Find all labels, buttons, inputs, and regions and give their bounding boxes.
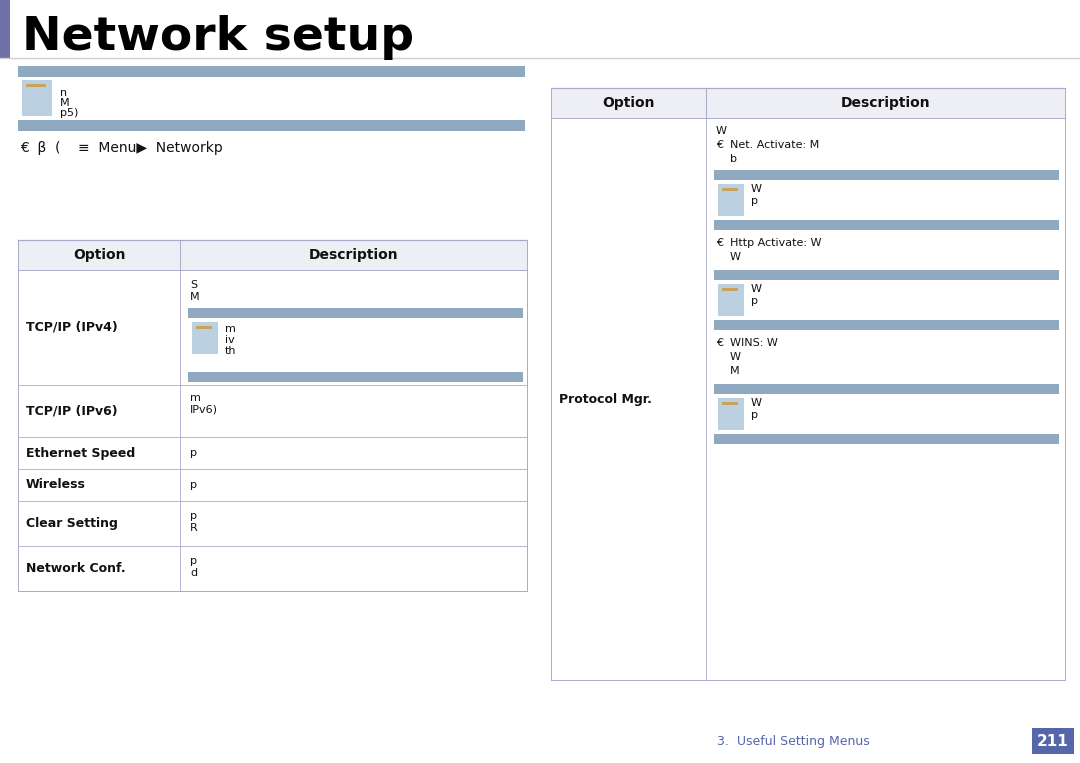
Bar xyxy=(18,385,527,437)
Bar xyxy=(714,384,1059,394)
Text: 211: 211 xyxy=(1037,733,1069,749)
Text: W: W xyxy=(751,398,762,408)
Text: Clear Setting: Clear Setting xyxy=(26,517,118,530)
Text: Option: Option xyxy=(72,248,125,262)
Text: d: d xyxy=(190,568,198,578)
Bar xyxy=(718,284,744,316)
Bar xyxy=(18,469,527,501)
Text: M: M xyxy=(190,292,200,302)
Text: n: n xyxy=(60,88,67,98)
Text: W: W xyxy=(751,284,762,294)
Bar xyxy=(723,288,738,291)
Text: W: W xyxy=(716,126,727,136)
Text: W: W xyxy=(730,252,741,262)
Text: Option: Option xyxy=(603,96,654,110)
Bar xyxy=(192,322,218,354)
Bar xyxy=(551,88,1065,118)
Text: €  Http Activate: W: € Http Activate: W xyxy=(716,238,822,248)
Text: TCP/IP (IPv6): TCP/IP (IPv6) xyxy=(26,404,118,417)
Bar xyxy=(714,220,1059,230)
Text: p: p xyxy=(190,480,197,490)
Text: €  WINS: W: € WINS: W xyxy=(716,338,778,348)
Bar xyxy=(714,270,1059,280)
Text: Wireless: Wireless xyxy=(26,478,86,491)
Text: p: p xyxy=(190,556,197,566)
Bar xyxy=(26,84,46,87)
Bar xyxy=(718,398,744,430)
Bar xyxy=(18,240,527,270)
Text: Description: Description xyxy=(840,96,930,110)
Text: b: b xyxy=(730,154,737,164)
Text: th: th xyxy=(225,346,237,356)
Text: TCP/IP (IPv4): TCP/IP (IPv4) xyxy=(26,321,118,334)
Text: Network Conf.: Network Conf. xyxy=(26,562,125,575)
Text: p: p xyxy=(751,296,758,306)
Bar xyxy=(714,320,1059,330)
Text: Ethernet Speed: Ethernet Speed xyxy=(26,446,135,459)
Text: R: R xyxy=(190,523,198,533)
Bar xyxy=(18,120,525,131)
Bar xyxy=(714,434,1059,444)
Bar xyxy=(18,437,527,469)
Bar xyxy=(718,184,744,216)
Text: W: W xyxy=(730,352,741,362)
Text: p: p xyxy=(751,196,758,206)
Text: S: S xyxy=(190,280,198,290)
Text: M: M xyxy=(730,366,740,376)
Text: IPv6): IPv6) xyxy=(190,405,218,415)
Text: iv: iv xyxy=(225,335,234,345)
Text: m: m xyxy=(225,324,235,334)
Text: Description: Description xyxy=(309,248,399,262)
Text: p: p xyxy=(751,410,758,420)
Bar xyxy=(188,372,523,382)
Bar xyxy=(18,546,527,591)
Bar xyxy=(22,80,52,116)
Text: W: W xyxy=(751,184,762,194)
Bar xyxy=(195,326,212,329)
Text: M: M xyxy=(60,98,69,108)
Text: Network setup: Network setup xyxy=(22,15,414,60)
Bar xyxy=(188,308,523,318)
Bar xyxy=(723,402,738,405)
Text: Protocol Mgr.: Protocol Mgr. xyxy=(559,392,652,405)
Bar xyxy=(723,188,738,191)
Text: p5): p5) xyxy=(60,108,79,118)
Text: 3.  Useful Setting Menus: 3. Useful Setting Menus xyxy=(717,736,870,749)
Bar xyxy=(1032,728,1074,754)
Text: m: m xyxy=(190,393,201,403)
Bar xyxy=(18,501,527,546)
Bar xyxy=(0,0,10,58)
Bar xyxy=(714,170,1059,180)
Bar xyxy=(18,66,525,77)
Text: €  Net. Activate: M: € Net. Activate: M xyxy=(716,140,820,150)
Bar xyxy=(18,270,527,385)
Text: p: p xyxy=(190,448,197,458)
Bar xyxy=(551,118,1065,680)
Text: €  β  (    ≡  Menu▶  Networkp: € β ( ≡ Menu▶ Networkp xyxy=(21,141,222,155)
Text: p: p xyxy=(190,511,197,521)
